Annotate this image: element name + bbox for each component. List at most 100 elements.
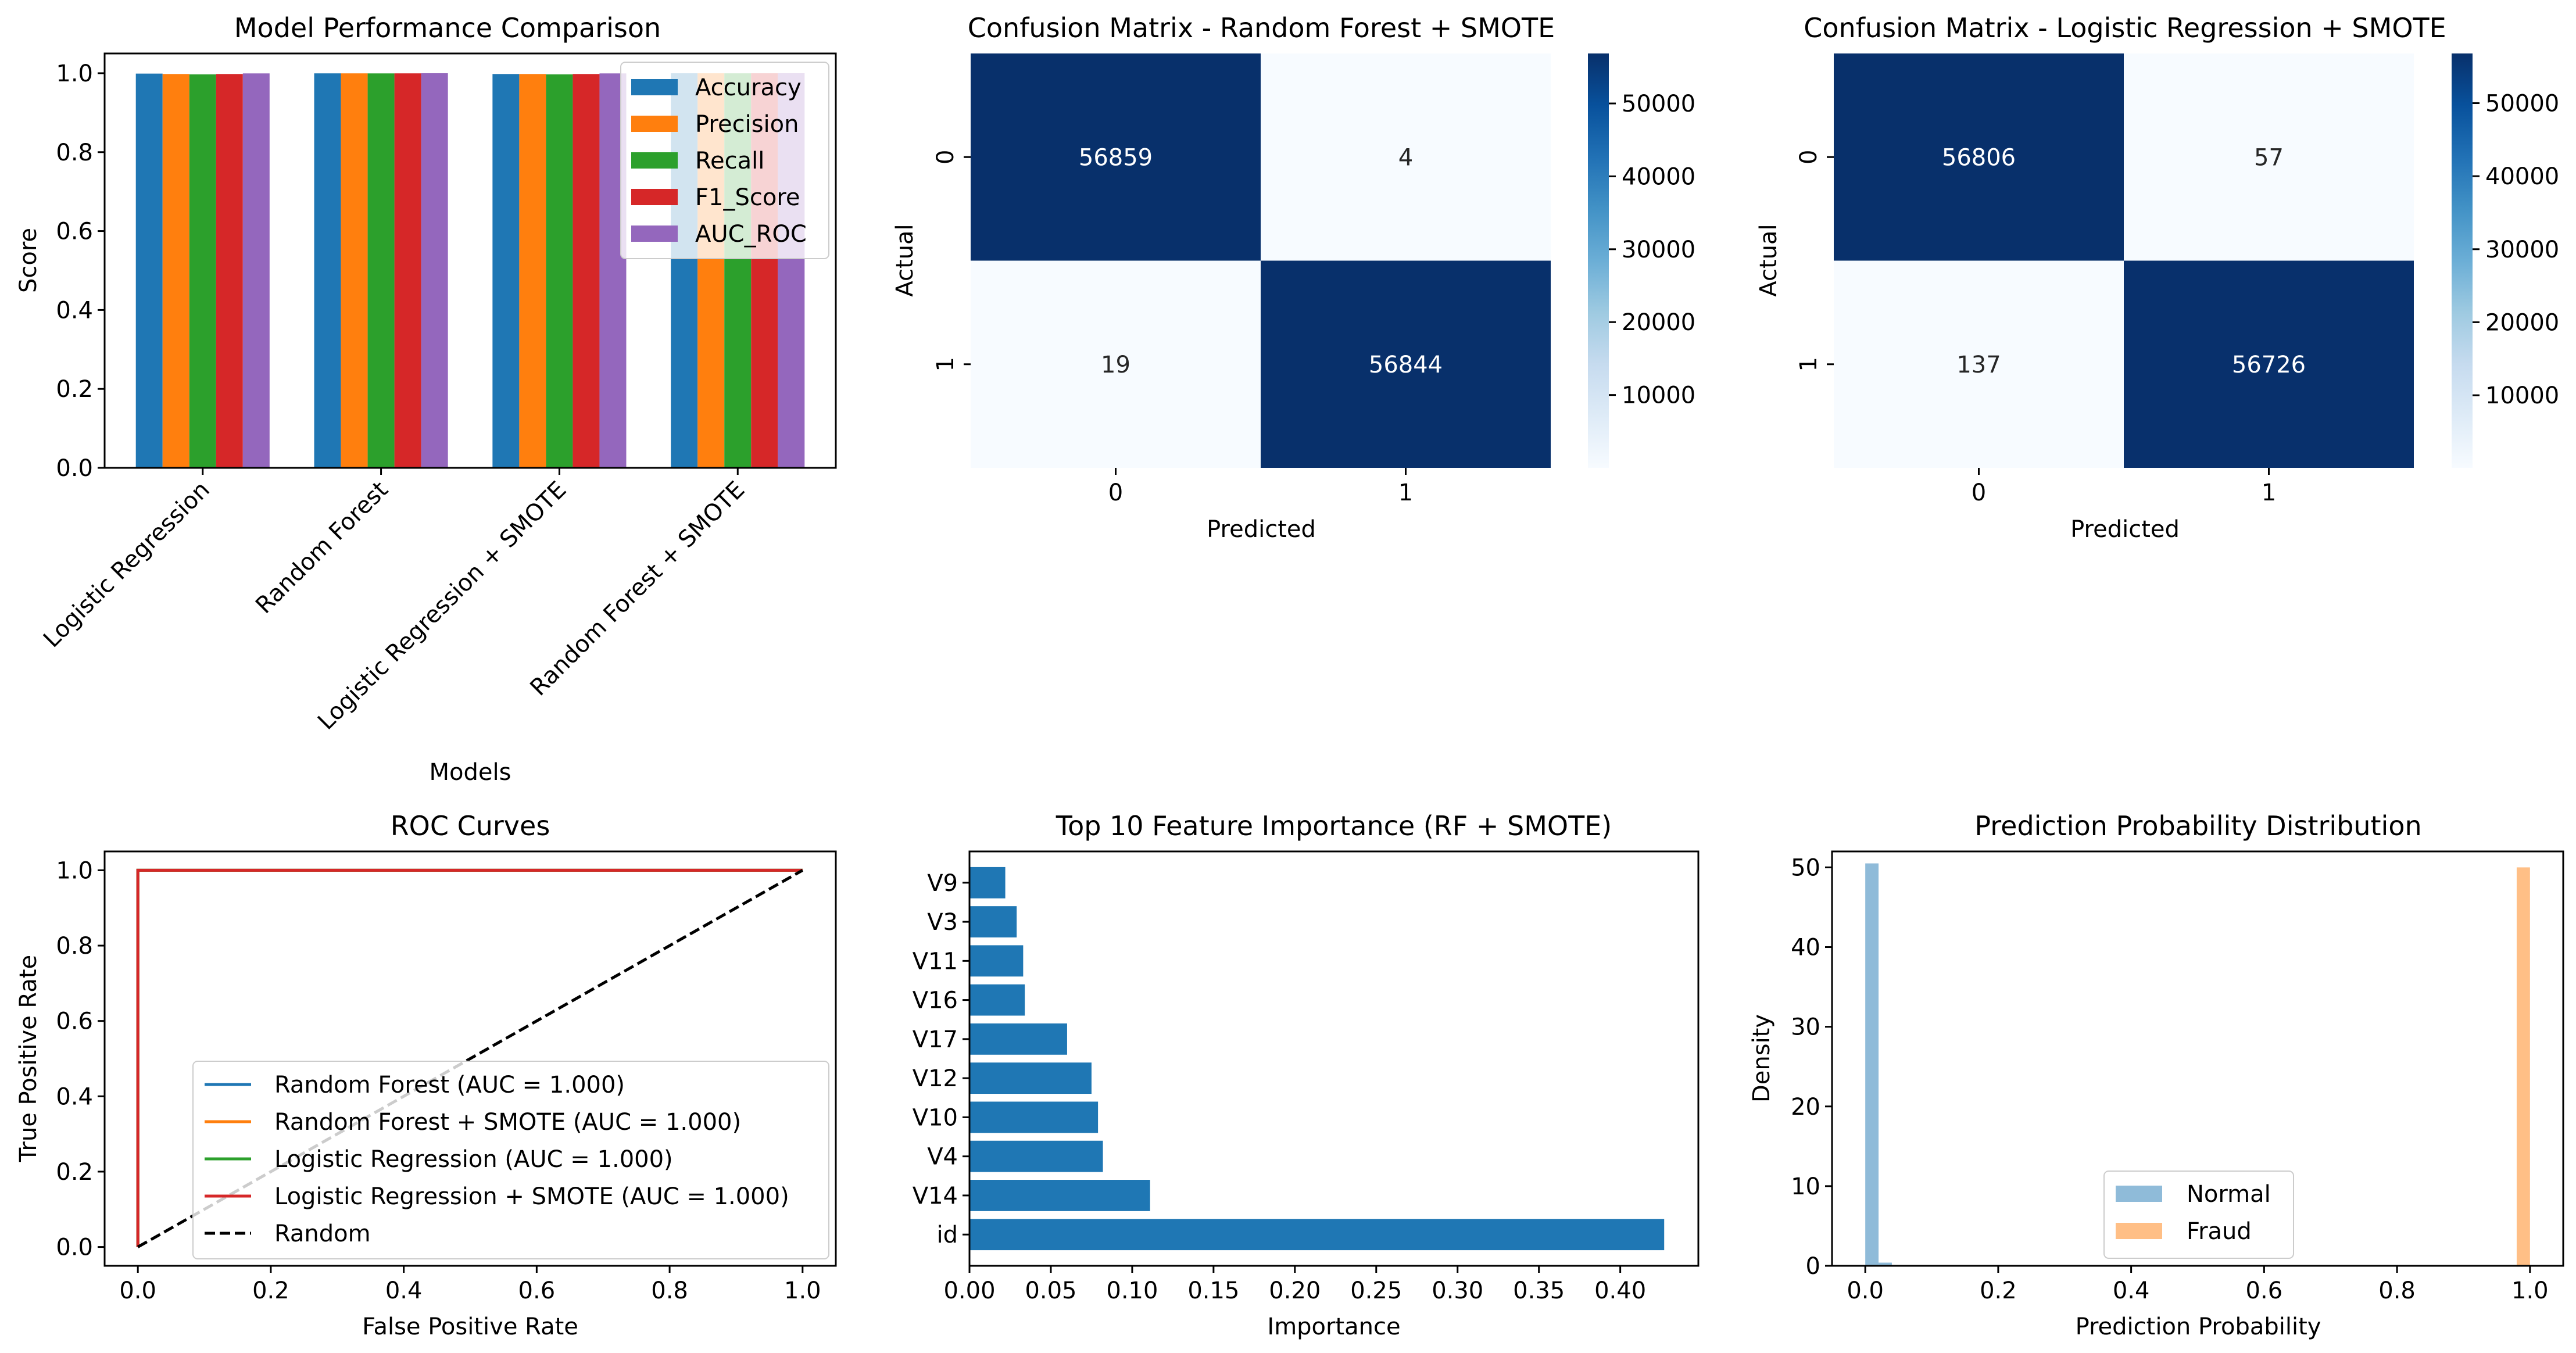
roc-lines <box>136 868 804 1248</box>
importance-bar-v12 <box>969 1062 1092 1094</box>
cm-rf-smote-cell-value: 19 <box>1101 352 1130 378</box>
performance-bar-recall-0 <box>189 74 216 468</box>
performance-bar-accuracy-2 <box>492 74 520 468</box>
probability-legend-label: Normal <box>2187 1181 2271 1208</box>
cm-rf-smote-colorbar-tick-label: 50000 <box>1622 91 1695 117</box>
cm-lr-smote-colorbar: 10000 20000 30000 40000 50000 <box>2452 53 2559 468</box>
cm-lr-smote-cell-value: 56806 <box>1942 144 2016 171</box>
cm-rf-smote-colorbar-tick-label: 30000 <box>1622 237 1695 263</box>
performance-ytick-label: 1.0 <box>56 60 93 87</box>
performance-ytick-label: 0.4 <box>56 297 93 324</box>
importance-bar-v9 <box>969 867 1006 899</box>
importance-plot-frame <box>968 850 1700 1267</box>
probability-bar-normal-1 <box>1879 1262 1892 1266</box>
performance-legend-swatch-4 <box>631 226 678 242</box>
importance-bar-v10 <box>969 1101 1099 1133</box>
cm-rf-smote-cells: 56859 4 19 56844 <box>971 53 1551 468</box>
cm-lr-smote: Confusion Matrix - Logistic Regression +… <box>1755 12 2559 543</box>
performance-legend-label: F1_Score <box>695 184 800 211</box>
importance-xtick-label: 0.15 <box>1187 1277 1239 1304</box>
performance-bar-auc-roc-0 <box>242 73 270 468</box>
performance-legend-swatch-1 <box>631 116 678 132</box>
importance-bar-v11 <box>969 945 1024 977</box>
roc-xtick-label: 0.6 <box>518 1277 556 1304</box>
importance-ytick-label: V12 <box>913 1065 958 1092</box>
performance-ytick-label: 0.8 <box>56 139 93 166</box>
importance-ytick-label: V10 <box>913 1104 958 1131</box>
performance-legend-label: AUC_ROC <box>695 221 807 248</box>
probability-legend-label: Fraud <box>2187 1218 2252 1245</box>
cm-lr-smote-ytick-label: 1 <box>1795 357 1822 371</box>
performance-legend-swatch-0 <box>631 79 678 95</box>
importance-xtick-label: 0.20 <box>1269 1277 1321 1304</box>
probability-plot-frame <box>1831 850 2564 1267</box>
probability-xtick-label: 1.0 <box>2511 1277 2549 1304</box>
roc-ytick-label: 0.4 <box>56 1083 93 1110</box>
probability-xtick-label: 0.6 <box>2246 1277 2283 1304</box>
roc-xtick-label: 0.4 <box>385 1277 423 1304</box>
performance-ytick-label: 0.6 <box>56 219 93 245</box>
importance-bar-v17 <box>969 1023 1067 1055</box>
probability-bars <box>1865 863 2530 1266</box>
performance-bar-recall-1 <box>367 73 395 468</box>
performance-xlabel: Models <box>430 759 511 786</box>
probability-ytick-label: 20 <box>1791 1094 1820 1121</box>
performance-y-axis: 0.0 0.2 0.4 0.6 0.8 1.0 <box>56 60 105 482</box>
cm-lr-smote-colorbar-tick-label: 10000 <box>2485 382 2559 409</box>
roc-xtick-label: 0.2 <box>252 1277 289 1304</box>
cm-rf-smote-cell-1-0 <box>971 260 1261 468</box>
roc-line-3 <box>136 868 803 1247</box>
roc-legend-label: Random Forest (AUC = 1.000) <box>274 1072 625 1098</box>
performance-bar-auc-roc-1 <box>421 73 448 468</box>
roc-legend: Random Forest (AUC = 1.000) Random Forest… <box>192 1061 829 1259</box>
cm-rf-smote-colorbar-tick-label: 10000 <box>1622 382 1695 409</box>
performance-bar-precision-2 <box>519 74 546 468</box>
roc-xlabel: False Positive Rate <box>362 1313 578 1340</box>
performance-chart: Model Performance Comparison 0.00.20.40.… <box>15 12 837 786</box>
performance-bar-precision-0 <box>162 74 189 468</box>
roc-xtick-label: 1.0 <box>784 1277 821 1304</box>
cm-rf-smote-xtick-label: 0 <box>1108 479 1123 506</box>
cm-lr-smote-xtick-label: 0 <box>1972 479 1986 506</box>
importance-bar-id <box>969 1219 1665 1251</box>
probability-xlabel: Prediction Probability <box>2076 1313 2321 1340</box>
performance-bar-f1-score-0 <box>216 74 243 468</box>
cm-lr-smote-ylabel: Actual <box>1755 224 1782 296</box>
cm-rf-smote-title: Confusion Matrix - Random Forest + SMOTE <box>968 12 1555 44</box>
performance-ytick-label: 0.0 <box>56 455 93 482</box>
importance-bar-v4 <box>969 1140 1103 1172</box>
performance-bar-precision-1 <box>341 73 368 468</box>
importance-ytick-label: id <box>936 1222 958 1248</box>
importance-chart: Top 10 Feature Importance (RF + SMOTE) i… <box>913 810 1700 1340</box>
performance-legend-swatch-3 <box>631 189 678 205</box>
cm-lr-smote-colorbar-scale <box>2452 53 2473 468</box>
cm-lr-smote-colorbar-tick-label: 50000 <box>2485 91 2559 117</box>
probability-xtick-label: 0.0 <box>1847 1277 1884 1304</box>
cm-lr-smote-cell-0-1 <box>2124 53 2414 261</box>
importance-xtick-label: 0.05 <box>1025 1277 1076 1304</box>
cm-rf-smote-ylabel: Actual <box>892 224 918 296</box>
importance-axes: id V14 V4 V10 V12 V17 V16 V11 V3 V9 0.00 0.05 0.10 0.… <box>913 870 1646 1304</box>
performance-xtick-label: Logistic Regression <box>38 477 215 653</box>
roc-legend-label: Logistic Regression + SMOTE (AUC = 1.000… <box>274 1183 789 1210</box>
probability-chart-title: Prediction Probability Distribution <box>1974 810 2421 842</box>
importance-xtick-label: 0.25 <box>1350 1277 1402 1304</box>
cm-rf-smote: Confusion Matrix - Random Forest + SMOTE… <box>892 12 1695 543</box>
importance-xtick-label: 0.35 <box>1513 1277 1565 1304</box>
probability-chart: Prediction Probability Distribution 0.0 0… <box>1748 810 2564 1340</box>
roc-chart-title: ROC Curves <box>391 810 550 842</box>
cm-rf-smote-xlabel: Predicted <box>1207 516 1316 543</box>
performance-xtick-label: Random Forest + SMOTE <box>525 477 750 701</box>
roc-ytick-label: 0.8 <box>56 933 93 960</box>
performance-bar-f1-score-2 <box>573 74 600 468</box>
roc-ylabel: True Positive Rate <box>15 955 42 1162</box>
cm-rf-smote-cell-1-1 <box>1261 260 1551 468</box>
roc-ytick-label: 0.6 <box>56 1008 93 1035</box>
cm-rf-smote-cell-value: 4 <box>1398 144 1413 171</box>
cm-lr-smote-xtick-label: 1 <box>2262 479 2276 506</box>
importance-ytick-label: V14 <box>913 1183 958 1209</box>
cm-lr-smote-xlabel: Predicted <box>2070 516 2180 543</box>
cm-rf-smote-cell-value: 56859 <box>1079 144 1153 171</box>
probability-xtick-label: 0.4 <box>2113 1277 2150 1304</box>
